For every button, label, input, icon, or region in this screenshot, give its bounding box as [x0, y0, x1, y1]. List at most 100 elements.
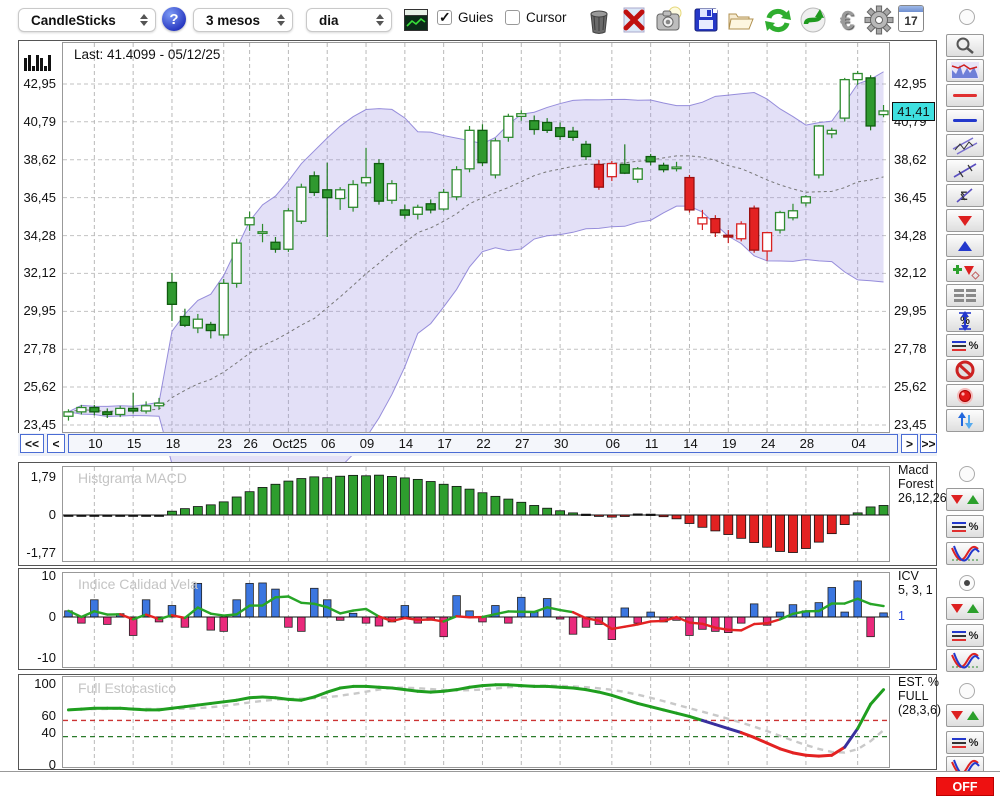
cursor-checkbox[interactable] — [505, 10, 520, 25]
icv-bar — [90, 599, 99, 618]
stochastic-percent-button[interactable]: % — [946, 731, 984, 754]
candle-body — [192, 318, 203, 329]
status-bar: INTEL CORPORATION (INTC) /Users/mserra/L… — [0, 771, 1000, 800]
snapshot-button[interactable] — [653, 4, 685, 36]
candle-body — [658, 164, 669, 171]
macd-panel-radio[interactable] — [959, 466, 975, 482]
reload-data-button[interactable] — [797, 4, 829, 36]
sum-trendline-button[interactable]: Σ — [946, 184, 984, 207]
macd-arrows-button[interactable] — [946, 488, 984, 511]
macd-percent-button[interactable]: % — [946, 515, 984, 538]
trendline-button[interactable] — [946, 159, 984, 182]
guies-toggle[interactable]: Guies — [437, 9, 493, 26]
stochastic-main-line — [584, 688, 601, 694]
axis-tick-label: 38,62 — [23, 151, 56, 167]
icv-signal-line — [131, 613, 148, 621]
buy-arrow-button[interactable] — [946, 234, 984, 257]
levels-button[interactable] — [946, 284, 984, 307]
x-axis-label: 06 — [605, 436, 621, 451]
price-chart — [62, 42, 890, 488]
macd-bar — [438, 483, 449, 516]
interval-select[interactable]: dia — [306, 8, 392, 32]
chart-window-icon[interactable] — [404, 9, 428, 31]
axis-tick-label: 27,78 — [894, 341, 927, 357]
refresh-button[interactable] — [762, 4, 794, 36]
save-button[interactable] — [690, 4, 722, 36]
candle-body — [296, 186, 307, 222]
stochastic-arrows-button[interactable] — [946, 704, 984, 727]
calendar-button[interactable]: 17 — [898, 5, 924, 32]
period-select[interactable]: 3 mesos — [193, 8, 293, 32]
candle-body — [63, 411, 74, 417]
cursor-toggle[interactable]: Cursor — [505, 10, 567, 25]
icv-bar — [258, 582, 267, 618]
channel-icon — [952, 137, 978, 155]
macd-curve-button[interactable] — [946, 542, 984, 565]
scroll-last-button[interactable]: >> — [920, 434, 937, 453]
icv-arrows-button[interactable] — [946, 597, 984, 620]
record-button[interactable] — [946, 384, 984, 407]
candle-body — [554, 127, 566, 138]
axis-tick-label: 0 — [48, 507, 56, 522]
icv-bar — [361, 616, 371, 624]
candle-body — [347, 183, 359, 208]
guies-checkbox[interactable] — [437, 9, 452, 26]
macd-bar — [839, 514, 850, 525]
chart-type-select[interactable]: CandleSticks — [18, 8, 156, 32]
red-hline-button[interactable] — [946, 84, 984, 107]
off-button[interactable]: OFF — [936, 777, 994, 796]
icv-signal-line — [235, 604, 251, 616]
zoom-button[interactable] — [946, 34, 984, 57]
icv-percent-button[interactable]: % — [946, 624, 984, 647]
icv-signal-line — [817, 602, 833, 613]
currency-button[interactable]: € — [831, 4, 863, 36]
icv-bar — [452, 595, 461, 618]
open-button[interactable] — [725, 4, 757, 36]
help-icon: ? — [169, 10, 179, 28]
stochastic-main-line — [804, 753, 821, 758]
trash-button[interactable] — [583, 4, 615, 36]
icv-signal-line — [300, 601, 316, 605]
volume-icon[interactable] — [24, 54, 51, 71]
stochastic-main-line — [558, 685, 575, 690]
lines-percent-button[interactable]: % — [946, 334, 984, 357]
icv-signal-line — [701, 622, 717, 629]
x-axis-label: 04 — [851, 436, 866, 451]
price-panel-radio[interactable] — [959, 9, 975, 25]
candle-body — [464, 129, 475, 170]
add-signal-button[interactable] — [946, 259, 984, 282]
stochastic-main-line — [869, 688, 886, 706]
macd-bar — [374, 474, 384, 516]
settings-button[interactable] — [863, 4, 895, 36]
disable-button[interactable] — [946, 359, 984, 382]
range-percent-button[interactable]: % — [946, 309, 984, 332]
candle-body — [878, 110, 889, 116]
axis-tick-label: 40 — [41, 724, 56, 740]
scroll-prev-button[interactable]: < — [47, 434, 65, 453]
stochastic-panel-radio[interactable] — [959, 683, 975, 699]
axis-tick-label: 42,95 — [23, 76, 56, 91]
icv-curve-button[interactable] — [946, 649, 984, 672]
delete-button[interactable] — [618, 4, 650, 36]
macd-bar — [296, 478, 307, 516]
swap-button[interactable] — [946, 409, 984, 432]
channel-button[interactable] — [946, 134, 984, 157]
icv-panel-radio[interactable] — [959, 575, 975, 591]
candle-body — [386, 183, 398, 201]
icv-bar — [737, 616, 746, 624]
indicator-chart-button[interactable] — [946, 59, 984, 82]
stochastic-title: Full Estocastico — [78, 680, 177, 696]
scroll-first-button[interactable]: << — [20, 434, 44, 453]
calendar-icon — [899, 6, 923, 12]
interval-value: dia — [319, 12, 339, 28]
macd-bar — [387, 476, 397, 516]
stochastic-main-line — [416, 689, 433, 694]
icv-bar — [840, 611, 849, 618]
sell-arrow-button[interactable] — [946, 209, 984, 232]
icv-signal-line — [390, 616, 407, 623]
icv-signal-line — [170, 614, 187, 620]
axis-tick-label: 36,45 — [23, 189, 56, 205]
blue-hline-button[interactable] — [946, 109, 984, 132]
scroll-next-button[interactable]: > — [901, 434, 918, 453]
help-button[interactable]: ? — [162, 7, 186, 31]
